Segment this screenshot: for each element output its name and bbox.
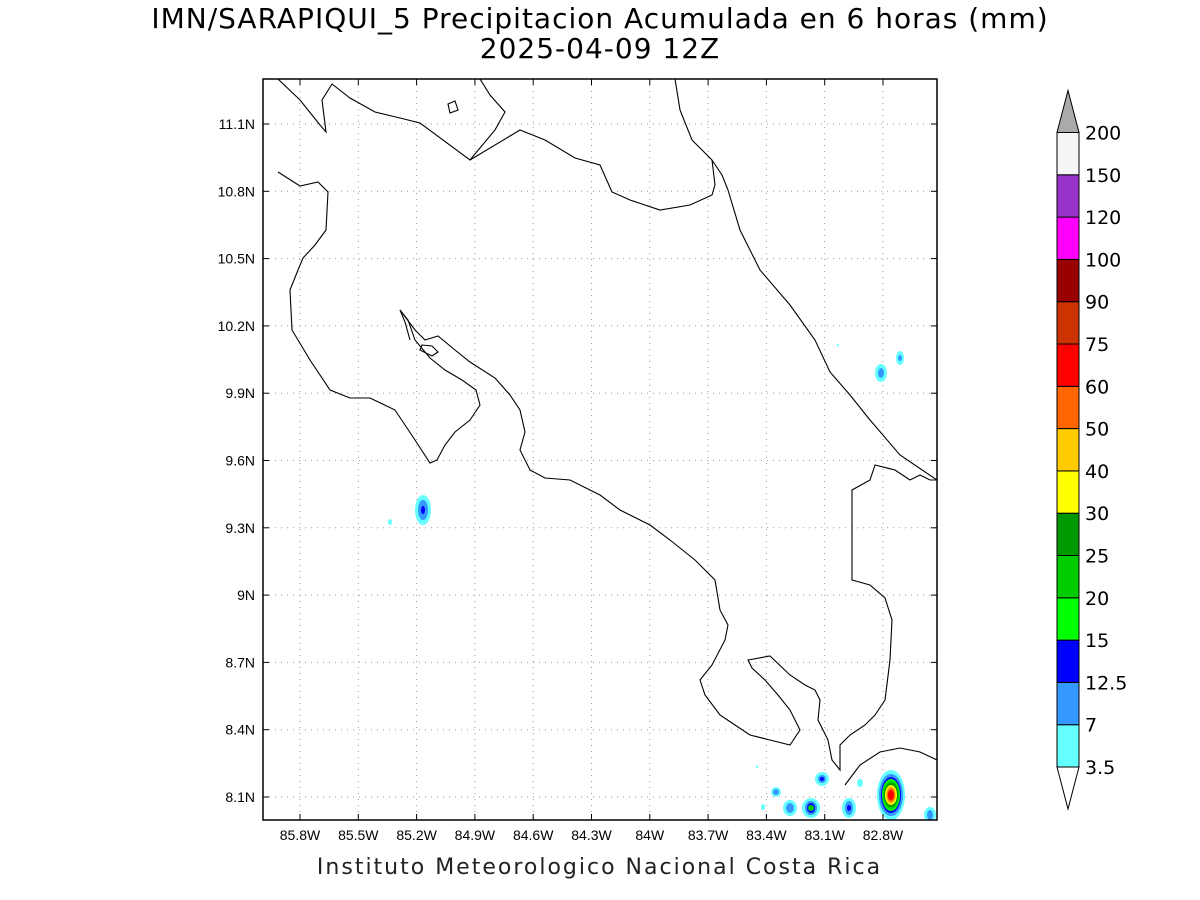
colorbar-segment [1056,216,1080,260]
axis-ticks [263,79,937,820]
coastline-nicaragua-border [469,129,729,211]
map-subtitle-date: 2025-04-09 12Z [479,32,721,65]
coastline-caribbean-north [277,79,506,161]
lat-tick-label: 9.3N [225,520,255,536]
colorbar-level-label: 120 [1085,207,1121,229]
colorbar-level-label: 15 [1085,630,1109,652]
colorbar-level-label: 150 [1085,165,1121,187]
colorbar-level-label: 30 [1085,503,1109,525]
colorbar-segment [1056,555,1080,599]
lon-tick-label: 85.8W [280,827,321,843]
coastline-gulf-nicoya-inner [399,309,411,341]
precip-dot-west [388,519,392,525]
colorbar-level-label: 20 [1085,588,1109,610]
precip-cell-northeast [875,364,887,382]
lon-tick-label: 84.6W [513,827,554,843]
lon-tick-label: 84W [635,827,665,843]
precip-dot-south [761,804,765,810]
lon-tick-label: 85.2W [396,827,437,843]
colorbar: 3.5 7 12.5 15 20 25 30 40 50 60 75 90 100 120 150 200 [1056,88,1127,811]
colorbar-segment [1056,343,1080,387]
colorbar-level-label: 12.5 [1085,672,1127,694]
lat-tick-label: 9.9N [225,385,255,401]
colorbar-segment [1056,132,1080,176]
colorbar-segment [1056,174,1080,218]
precip-cell-south-6 [924,807,936,820]
colorbar-segment [1056,512,1080,557]
lon-tick-label: 85.5W [338,827,379,843]
precip-cell-south-5 [771,787,781,797]
coastline-caribbean-east [674,79,937,481]
precip-cell-west [415,495,431,525]
lon-tick-label: 83.4W [746,827,787,843]
colorbar-level-label: 75 [1085,334,1109,356]
colorbar-segment [1056,385,1080,430]
precip-cell-south-1 [815,772,829,786]
lat-tick-label: 8.1N [225,789,255,805]
lat-tick-label: 8.7N [225,654,255,670]
colorbar-segment [1056,597,1080,641]
coastline-pacific-west [277,171,937,772]
colorbar-segment [1056,681,1080,726]
colorbar-segment [1056,301,1080,345]
latitude-labels: 11.1N 10.8N 10.5N 10.2N 9.9N 9.6N 9.3N 9N 8.7N 8.… [218,116,255,805]
lat-tick-label: 10.5N [218,251,255,267]
precip-cell-south-7 [857,779,863,787]
precip-dot-south-2 [756,765,758,769]
lon-tick-label: 83.7W [688,827,729,843]
colorbar-segment [1056,724,1080,768]
precip-cell-south-2 [802,798,820,818]
lon-tick-label: 82.8W [863,827,904,843]
precip-dot-ne [837,343,839,347]
colorbar-level-label: 100 [1085,249,1121,271]
colorbar-level-label: 7 [1085,715,1097,737]
lat-tick-label: 10.8N [218,183,255,199]
precip-cell-south-4 [842,798,856,818]
colorbar-upper-arrow [1056,88,1080,133]
lat-tick-label: 10.2N [218,318,255,334]
colorbar-level-label: 200 [1085,123,1121,145]
precipitation-cells [388,343,936,820]
lat-tick-label: 9.6N [225,453,255,469]
coastline [277,79,937,786]
coastline-gulf-nicoya-island [419,344,439,357]
colorbar-segment [1056,428,1080,472]
coastline-island-north [447,100,459,114]
lon-tick-label: 84.9W [455,827,496,843]
colorbar-level-label: 40 [1085,461,1109,483]
colorbar-level-label: 50 [1085,419,1109,441]
plot-frame [262,78,938,821]
footer-credit: Instituto Meteorologico Nacional Costa R… [316,855,883,880]
precip-cell-panama-large [877,770,905,820]
longitude-labels: 85.8W 85.5W 85.2W 84.9W 84.6W 84.3W 84W 83.7W 83… [280,827,904,843]
colorbar-lower-arrow [1056,766,1080,811]
colorbar-segment [1056,258,1080,303]
lon-tick-label: 84.3W [571,827,612,843]
lat-tick-label: 11.1N [219,116,255,132]
colorbar-segment [1056,470,1080,514]
colorbar-level-label: 25 [1085,546,1109,568]
lat-tick-label: 9N [237,587,255,603]
colorbar-level-label: 90 [1085,292,1109,314]
precip-cell-south-3 [783,800,797,816]
coastline-panama-south [844,747,937,786]
precip-cell-northeast-2 [896,351,904,365]
colorbar-level-label: 60 [1085,376,1109,398]
map-grid [263,79,937,820]
lon-tick-label: 83.1W [804,827,845,843]
colorbar-level-label: 3.5 [1085,757,1115,779]
colorbar-segment [1056,639,1080,683]
map-title: IMN/SARAPIQUI_5 Precipitacion Acumulada … [151,2,1049,35]
lat-tick-label: 8.4N [225,722,255,738]
